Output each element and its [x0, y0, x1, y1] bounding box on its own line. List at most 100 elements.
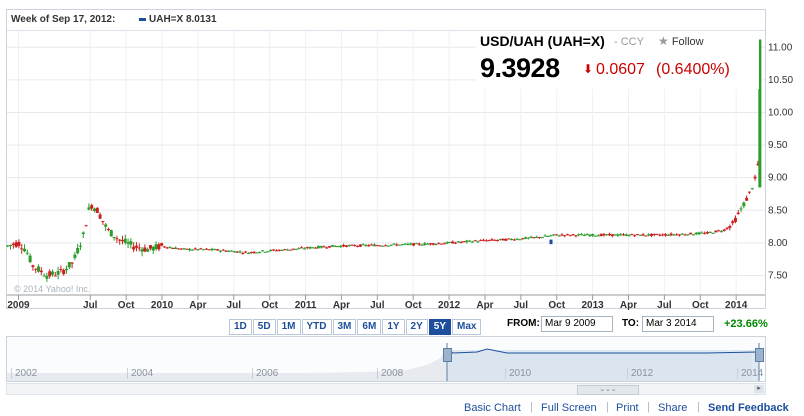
quote-change: 0.0607 [596, 61, 645, 78]
candle-body [171, 247, 175, 249]
y-tick-label: 10.50 [768, 75, 793, 86]
candle-body [677, 234, 681, 236]
candle-body [361, 244, 365, 246]
range-button-5y[interactable]: 5Y [428, 319, 452, 335]
candle-body [154, 244, 158, 249]
candle-body [496, 240, 500, 242]
range-button-1d[interactable]: 1D [229, 319, 252, 335]
candle-body [28, 255, 32, 263]
range-button-5d[interactable]: 5D [252, 319, 276, 335]
candle-body [78, 245, 82, 247]
candle-body [31, 265, 35, 268]
candle-body [507, 238, 511, 240]
candle-body [137, 247, 141, 249]
footer-separator: | [697, 401, 700, 413]
candle-body [165, 247, 169, 249]
candle-body [92, 208, 96, 211]
candle-body [571, 234, 575, 236]
y-tick-label: 8.00 [768, 238, 788, 249]
candle-body [123, 238, 127, 243]
selected-week-marker[interactable] [549, 239, 553, 245]
share-link[interactable]: Share [658, 402, 688, 414]
candle-body [146, 249, 150, 252]
scroll-right-icon[interactable]: ▸ [754, 385, 764, 393]
candle-body [445, 241, 449, 244]
to-date-input[interactable]: Mar 3 2014 [642, 316, 714, 332]
range-button-ytd[interactable]: YTD [301, 319, 332, 335]
candle-body [652, 233, 656, 236]
candle-body [703, 232, 707, 234]
range-button-3m[interactable]: 3M [332, 319, 357, 335]
candle-body [431, 243, 435, 245]
candle-body [689, 232, 693, 235]
navigator-year-label: 2010 [505, 368, 531, 379]
x-tick-label: 2009 [7, 300, 30, 311]
candle-body [227, 250, 231, 252]
candle-body [728, 225, 732, 228]
x-tick-label: Apr [620, 300, 637, 311]
candle-body [518, 239, 522, 241]
candle-body [465, 240, 469, 243]
candle-body [67, 262, 71, 268]
candle-body [370, 244, 374, 246]
navigator-left-handle[interactable] [443, 348, 452, 362]
candle-body [213, 249, 217, 251]
send-feedback-link[interactable]: Send Feedback [708, 402, 789, 414]
candle-body [613, 234, 617, 236]
candle-body [599, 234, 603, 237]
range-button-2y[interactable]: 2Y [405, 319, 428, 335]
candle-body [624, 234, 628, 236]
candle-body [529, 236, 533, 238]
candle-body [638, 234, 642, 236]
candle-body [538, 237, 542, 239]
candle-body [132, 246, 136, 250]
candle-body [342, 244, 346, 247]
candle-body [330, 245, 334, 247]
candle-body [224, 250, 228, 252]
candle-body [375, 245, 379, 247]
candle-body [297, 248, 301, 250]
candle-body [658, 234, 662, 236]
candle-body [328, 246, 332, 248]
print-link[interactable]: Print [616, 402, 639, 414]
range-button-max[interactable]: Max [452, 319, 482, 335]
range-button-6m[interactable]: 6M [357, 319, 382, 335]
candle-body [218, 250, 222, 252]
from-date-input[interactable]: Mar 9 2009 [541, 316, 613, 332]
candle-body [311, 247, 315, 249]
basic-chart-link[interactable]: Basic Chart [464, 402, 521, 414]
range-button-1y[interactable]: 1Y [382, 319, 405, 335]
follow-button[interactable]: ★ Follow [658, 34, 704, 48]
candle-body [633, 235, 637, 237]
timeline-navigator[interactable]: 2002 2004 2006 2008 2010 2012 2014 [6, 336, 766, 382]
x-tick-label: Oct [118, 300, 135, 311]
candle-body [109, 230, 113, 237]
navigator-scrollbar[interactable]: ⌄⌄⌄ ▸ [6, 383, 766, 395]
candle-body [493, 239, 497, 241]
scrollbar-thumb[interactable]: ⌄⌄⌄ [577, 385, 639, 395]
candle-body [48, 271, 52, 277]
candle-body [412, 243, 416, 246]
candle-body [504, 238, 508, 241]
range-button-1m[interactable]: 1M [276, 319, 301, 335]
full-screen-link[interactable]: Full Screen [541, 402, 597, 414]
candle-body [487, 239, 491, 241]
price-chart[interactable]: 11.00 10.50 10.00 9.50 9.00 8.50 8.00 7.50 2009 J… [0, 0, 804, 330]
candle-body [59, 268, 63, 270]
candle-body [157, 244, 161, 250]
candle-body [607, 233, 611, 236]
series-value: UAH=X 8.0131 [149, 14, 217, 25]
candle-body [274, 250, 278, 252]
candle-body [566, 234, 570, 236]
candle-body [661, 234, 665, 236]
candle-body [560, 234, 564, 236]
candle-body [666, 234, 670, 236]
candle-body [358, 244, 362, 247]
candle-body [232, 251, 236, 253]
candle-body [420, 244, 424, 246]
copyright-watermark: © 2014 Yahoo! Inc. [14, 284, 91, 294]
candle-body [372, 244, 376, 247]
quote-change-pct: (0.6400%) [656, 61, 730, 78]
navigator-right-handle[interactable] [755, 348, 764, 362]
candle-body [563, 235, 567, 237]
